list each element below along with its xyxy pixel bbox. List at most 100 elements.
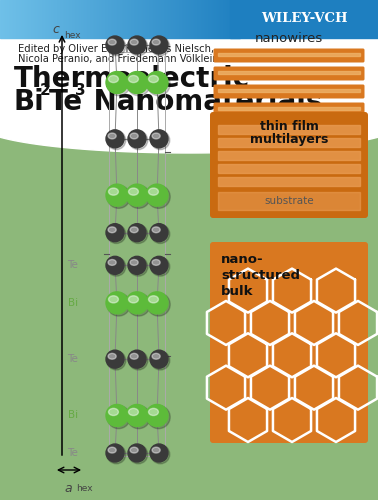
Ellipse shape [150, 224, 168, 242]
Bar [32, 0, 33, 38]
Bar [92, 0, 93, 38]
Bar [71, 0, 72, 38]
Bar [73, 0, 74, 38]
Bar [66, 0, 67, 38]
Bar [134, 0, 135, 38]
Bar [210, 0, 211, 38]
Ellipse shape [107, 351, 126, 370]
Bar [217, 0, 218, 38]
Bar [16, 0, 17, 38]
Bar [115, 0, 116, 38]
Bar [145, 0, 146, 38]
Ellipse shape [126, 184, 148, 206]
Bar [146, 0, 147, 38]
Bar [218, 138, 360, 147]
Bar [7, 0, 8, 38]
Bar [225, 0, 226, 38]
Bar [58, 0, 59, 38]
Bar [164, 0, 165, 38]
Text: hex: hex [64, 31, 81, 40]
Bar [10, 0, 11, 38]
Bar [206, 0, 207, 38]
Bar [122, 0, 123, 38]
Bar [84, 0, 85, 38]
Text: 3: 3 [75, 83, 86, 98]
Bar [201, 0, 202, 38]
Bar [218, 192, 360, 210]
Bar [223, 0, 224, 38]
Bar [203, 0, 204, 38]
Ellipse shape [130, 133, 138, 139]
Ellipse shape [152, 447, 160, 453]
Bar [108, 0, 109, 38]
Bar [230, 0, 231, 38]
Bar [171, 0, 172, 38]
Bar [135, 0, 136, 38]
Text: hex: hex [76, 484, 93, 493]
Ellipse shape [107, 185, 130, 208]
Bar [61, 0, 62, 38]
Bar [68, 0, 69, 38]
Text: nanowires: nanowires [255, 32, 323, 45]
Bar [46, 0, 47, 38]
Ellipse shape [150, 350, 168, 368]
Bar [6, 0, 7, 38]
FancyBboxPatch shape [210, 242, 368, 443]
Ellipse shape [146, 72, 168, 94]
Bar [199, 0, 200, 38]
Bar [140, 0, 141, 38]
Bar [144, 0, 145, 38]
Bar [100, 0, 101, 38]
Bar [170, 0, 171, 38]
Bar [118, 0, 119, 38]
Bar [149, 0, 150, 38]
Bar [96, 0, 97, 38]
Bar [63, 0, 64, 38]
Bar [41, 0, 42, 38]
Bar [188, 0, 189, 38]
Bar [154, 0, 155, 38]
Ellipse shape [152, 133, 160, 139]
Bar [237, 0, 238, 38]
Ellipse shape [147, 406, 170, 428]
Ellipse shape [128, 224, 146, 242]
Bar [83, 0, 84, 38]
Bar [156, 0, 157, 38]
Text: Te: Te [67, 448, 78, 458]
Bar [131, 0, 132, 38]
Ellipse shape [147, 185, 170, 208]
Bar [43, 0, 44, 38]
Ellipse shape [147, 72, 170, 96]
FancyBboxPatch shape [210, 112, 368, 218]
Bar [211, 0, 212, 38]
Bar [147, 0, 148, 38]
Bar [0, 100, 378, 500]
Bar [22, 0, 23, 38]
Ellipse shape [130, 260, 138, 266]
Bar [31, 0, 32, 38]
Bar [189, 0, 190, 38]
Bar [187, 0, 188, 38]
Text: Bi: Bi [68, 410, 78, 420]
Ellipse shape [127, 293, 150, 316]
Bar [193, 0, 194, 38]
Bar [190, 0, 191, 38]
Ellipse shape [150, 256, 168, 274]
Bar [221, 0, 222, 38]
Text: substrate: substrate [264, 196, 314, 206]
Bar [93, 0, 94, 38]
Bar [205, 0, 206, 38]
Bar [218, 125, 360, 134]
Bar [97, 0, 98, 38]
Bar [220, 0, 221, 38]
Bar [238, 0, 239, 38]
Text: Te: Te [49, 88, 83, 116]
Bar [59, 0, 60, 38]
Bar [148, 0, 149, 38]
Bar [75, 0, 76, 38]
Ellipse shape [130, 447, 138, 453]
Ellipse shape [108, 227, 116, 232]
Bar [117, 0, 118, 38]
Bar [106, 0, 107, 38]
Ellipse shape [151, 351, 170, 370]
